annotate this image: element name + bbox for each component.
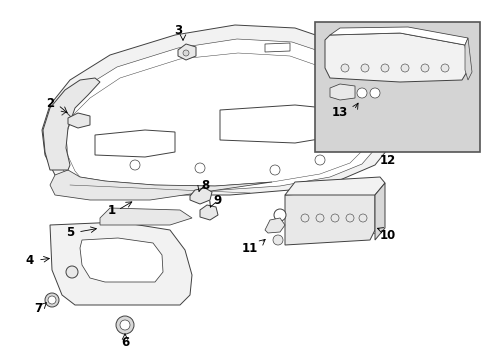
- Polygon shape: [374, 183, 384, 240]
- Text: 1: 1: [108, 203, 116, 216]
- Text: 13: 13: [331, 105, 347, 118]
- Text: 10: 10: [379, 229, 395, 242]
- Circle shape: [380, 64, 388, 72]
- Circle shape: [314, 155, 325, 165]
- Circle shape: [183, 50, 189, 56]
- Circle shape: [440, 64, 448, 72]
- Circle shape: [120, 320, 130, 330]
- Polygon shape: [220, 105, 325, 143]
- Circle shape: [116, 316, 134, 334]
- Text: 11: 11: [242, 242, 258, 255]
- Circle shape: [315, 214, 324, 222]
- Text: 9: 9: [213, 194, 222, 207]
- Text: 5: 5: [66, 225, 74, 239]
- Text: 3: 3: [174, 23, 182, 36]
- Polygon shape: [95, 130, 175, 157]
- Polygon shape: [190, 188, 212, 204]
- Polygon shape: [68, 113, 90, 128]
- Text: 4: 4: [26, 253, 34, 266]
- Circle shape: [45, 293, 59, 307]
- Polygon shape: [80, 238, 163, 282]
- Polygon shape: [285, 177, 384, 195]
- Polygon shape: [200, 205, 218, 220]
- Polygon shape: [264, 43, 289, 52]
- Bar: [314, 22, 479, 152]
- Circle shape: [272, 235, 283, 245]
- Polygon shape: [464, 38, 471, 80]
- Polygon shape: [42, 25, 399, 195]
- Polygon shape: [43, 78, 100, 170]
- Polygon shape: [55, 39, 384, 190]
- Circle shape: [48, 296, 56, 304]
- Text: 2: 2: [46, 96, 54, 109]
- Polygon shape: [178, 44, 196, 60]
- Circle shape: [195, 163, 204, 173]
- Circle shape: [420, 64, 428, 72]
- Polygon shape: [50, 170, 271, 200]
- Polygon shape: [325, 33, 467, 82]
- Circle shape: [301, 214, 308, 222]
- Polygon shape: [264, 218, 285, 233]
- Polygon shape: [329, 27, 467, 45]
- Polygon shape: [50, 222, 192, 305]
- Circle shape: [358, 214, 366, 222]
- Circle shape: [273, 209, 285, 221]
- Circle shape: [269, 165, 280, 175]
- Polygon shape: [100, 208, 192, 225]
- Polygon shape: [329, 84, 354, 100]
- Circle shape: [360, 64, 368, 72]
- Circle shape: [356, 88, 366, 98]
- Text: 8: 8: [201, 179, 209, 192]
- Circle shape: [400, 64, 408, 72]
- Polygon shape: [285, 190, 374, 245]
- Circle shape: [66, 266, 78, 278]
- Text: 7: 7: [34, 302, 42, 315]
- Circle shape: [330, 214, 338, 222]
- Circle shape: [346, 214, 353, 222]
- Circle shape: [130, 160, 140, 170]
- Text: 6: 6: [121, 336, 129, 348]
- Circle shape: [369, 88, 379, 98]
- Text: 12: 12: [379, 153, 395, 166]
- Circle shape: [340, 64, 348, 72]
